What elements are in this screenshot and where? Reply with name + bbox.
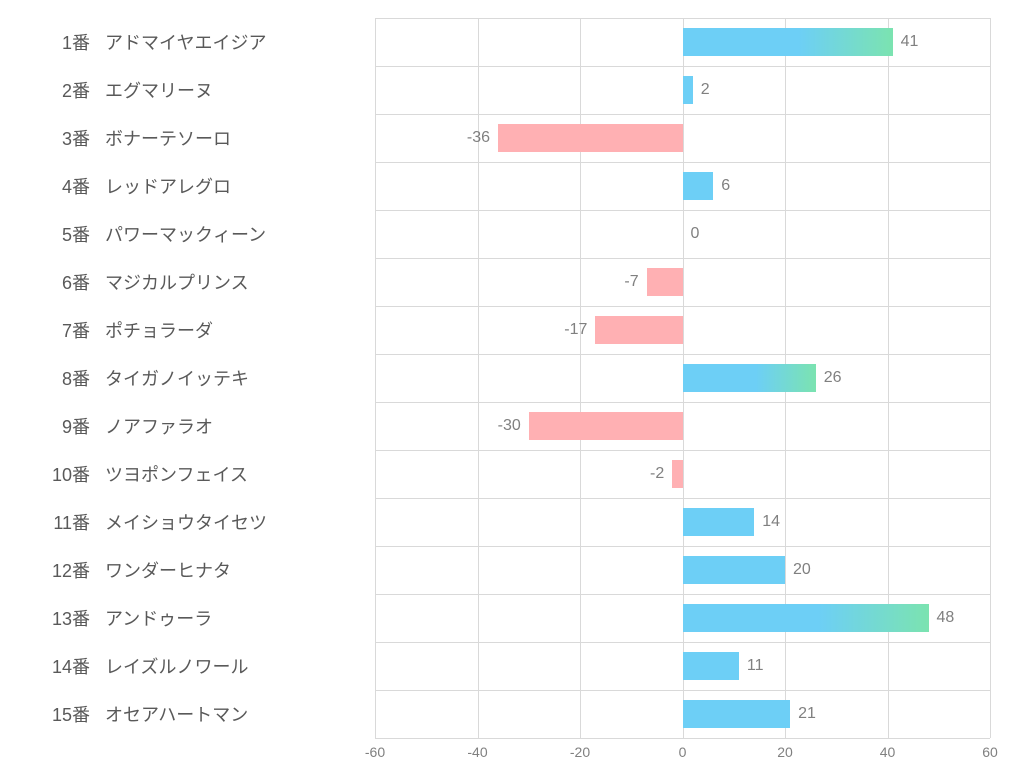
x-tick-label: -20 — [570, 744, 590, 760]
y-label-name: ツヨポンフェイス — [105, 461, 248, 487]
y-label-number: 6番 — [30, 269, 90, 295]
chart-row: 48 — [375, 594, 990, 642]
y-label-name: ボナーテソーロ — [105, 125, 231, 151]
bar — [683, 604, 929, 633]
bar — [683, 364, 816, 393]
bar-value-label: -7 — [624, 273, 638, 291]
chart-row: -30 — [375, 402, 990, 450]
chart-row: 21 — [375, 690, 990, 738]
chart-row: 14 — [375, 498, 990, 546]
chart-row: -17 — [375, 306, 990, 354]
bar — [498, 124, 683, 153]
x-tick-label: 60 — [982, 744, 998, 760]
y-label-name: パワーマックィーン — [105, 221, 266, 247]
bar-value-label: -17 — [564, 321, 587, 339]
chart-row: -7 — [375, 258, 990, 306]
bar-value-label: -30 — [498, 417, 521, 435]
x-tick-label: 0 — [679, 744, 687, 760]
chart-row: -36 — [375, 114, 990, 162]
bar — [683, 556, 786, 585]
y-label-name: エグマリーヌ — [105, 77, 213, 103]
x-tick-label: 40 — [880, 744, 896, 760]
bar — [683, 508, 755, 537]
bar-value-label: 2 — [701, 81, 710, 99]
bar — [683, 76, 693, 105]
y-label-name: アンドゥーラ — [105, 605, 212, 631]
bar-value-label: 20 — [793, 561, 811, 579]
y-label-number: 2番 — [30, 77, 90, 103]
y-label-name: マジカルプリンス — [105, 269, 249, 295]
x-tick-label: -60 — [365, 744, 385, 760]
y-label-number: 5番 — [30, 221, 90, 247]
y-label-name: レッドアレグロ — [105, 173, 231, 199]
bar — [683, 28, 893, 57]
y-label-number: 1番 — [30, 29, 90, 55]
bar — [595, 316, 682, 345]
chart-row: -2 — [375, 450, 990, 498]
y-label-name: タイガノイッテキ — [105, 365, 249, 391]
chart-row: 6 — [375, 162, 990, 210]
bar-value-label: 41 — [901, 33, 919, 51]
bar — [672, 460, 682, 489]
bar — [683, 652, 739, 681]
y-label-number: 10番 — [30, 461, 90, 487]
bar-value-label: 14 — [762, 513, 780, 531]
y-label-name: オセアハートマン — [105, 701, 248, 727]
y-label-number: 7番 — [30, 317, 90, 343]
chart-row: 0 — [375, 210, 990, 258]
bar-value-label: -2 — [650, 465, 664, 483]
chart-row: 26 — [375, 354, 990, 402]
y-label-number: 9番 — [30, 413, 90, 439]
bar — [647, 268, 683, 297]
x-tick-label: -40 — [467, 744, 487, 760]
bar-value-label: 48 — [937, 609, 955, 627]
x-tick-label: 20 — [777, 744, 793, 760]
bar — [683, 700, 791, 729]
bar-value-label: -36 — [467, 129, 490, 147]
y-label-name: アドマイヤエイジア — [105, 29, 266, 55]
y-label-number: 12番 — [30, 557, 90, 583]
diverging-bar-chart: 412-3660-7-1726-30-21420481121-60-40-200… — [0, 0, 1022, 782]
y-label-name: ポチョラーダ — [105, 317, 213, 343]
bar-value-label: 21 — [798, 705, 816, 723]
row-separator — [375, 738, 990, 739]
y-label-number: 8番 — [30, 365, 90, 391]
bar-value-label: 0 — [691, 225, 700, 243]
y-label-name: メイショウタイセツ — [105, 509, 267, 535]
gridline — [990, 18, 991, 738]
chart-row: 11 — [375, 642, 990, 690]
bar-value-label: 11 — [747, 657, 764, 675]
y-label-name: ワンダーヒナタ — [105, 557, 231, 583]
chart-row: 20 — [375, 546, 990, 594]
y-label-name: ノアファラオ — [105, 413, 213, 439]
bar — [683, 172, 714, 201]
bar — [529, 412, 683, 441]
y-label-number: 11番 — [30, 509, 90, 535]
y-label-number: 13番 — [30, 605, 90, 631]
chart-row: 41 — [375, 18, 990, 66]
y-label-number: 3番 — [30, 125, 90, 151]
y-label-name: レイズルノワール — [105, 653, 248, 679]
y-label-number: 15番 — [30, 701, 90, 727]
bar-value-label: 6 — [721, 177, 730, 195]
chart-row: 2 — [375, 66, 990, 114]
bar-value-label: 26 — [824, 369, 842, 387]
y-label-number: 14番 — [30, 653, 90, 679]
y-label-number: 4番 — [30, 173, 90, 199]
plot-area: 41 2 -36 6 0 -7 -17 26 -30 -2 14 20 48 11 21 — [375, 18, 990, 738]
